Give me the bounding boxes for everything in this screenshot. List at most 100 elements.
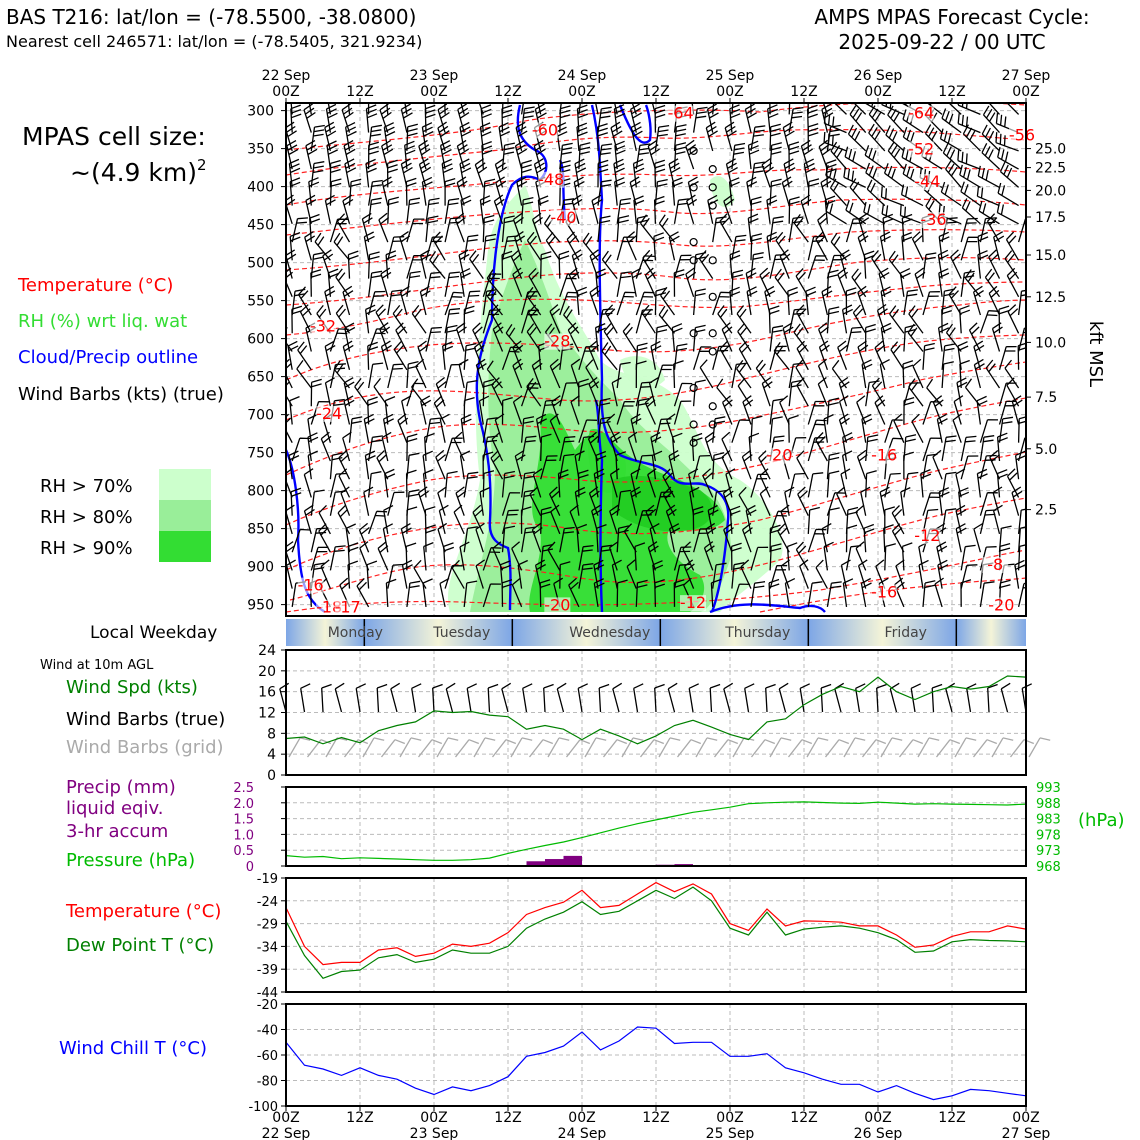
wind-barb — [348, 178, 362, 206]
wind-barb — [818, 340, 830, 371]
wind-barb — [433, 395, 446, 425]
calm-wind-circle — [708, 165, 717, 174]
wind-barb — [879, 359, 890, 389]
wind-barb — [780, 559, 790, 589]
wind-barb — [738, 486, 752, 517]
wind-barb — [673, 563, 691, 589]
wind-barb — [1011, 395, 1023, 425]
wind-barb — [630, 468, 641, 498]
wind-barb — [342, 340, 354, 370]
precip-bar — [563, 855, 582, 866]
wind-barb — [576, 523, 588, 553]
wind-barb — [972, 739, 998, 758]
wind-barb — [736, 360, 752, 389]
pressure-tick-label: 983 — [1036, 813, 1061, 828]
wind-barb — [422, 578, 433, 607]
wind-barb — [750, 546, 769, 571]
wind-barb — [779, 395, 790, 425]
wind-barb — [750, 252, 764, 279]
wind-tick-label: 24 — [258, 643, 276, 659]
wind-barb — [836, 486, 848, 516]
wind-barb — [901, 542, 913, 571]
wind-barb — [710, 578, 722, 607]
bottom-day-label: 24 Sep — [558, 1126, 607, 1140]
wind-barb — [821, 285, 833, 316]
wind-barb — [444, 271, 460, 297]
wind-barb — [418, 139, 431, 170]
wind-barb — [793, 214, 809, 243]
wind-barb — [807, 472, 824, 498]
wind-barb — [825, 165, 847, 188]
temp-label-bg — [544, 597, 571, 614]
wind-barb — [626, 231, 637, 261]
calm-wind-circle — [708, 183, 717, 192]
wind-barb — [329, 178, 342, 206]
wind-barb — [842, 432, 854, 462]
wind-barb — [857, 340, 869, 371]
wind-barb — [501, 579, 513, 607]
wind-tick-label: 20 — [258, 664, 276, 680]
wind-barb — [633, 683, 644, 713]
wind-barb — [401, 559, 413, 589]
wind-barb — [604, 304, 618, 334]
wind-barb — [782, 121, 795, 152]
wind-barb — [676, 739, 702, 758]
legend-rh70-swatch — [159, 469, 211, 500]
wind-barb — [987, 683, 998, 713]
wind-barb — [614, 177, 626, 206]
wind-barb — [520, 416, 535, 443]
wind-barb — [597, 544, 613, 571]
wind-barb — [571, 249, 583, 279]
wind-barb — [460, 414, 472, 443]
temp-contour-label: -44 — [914, 172, 940, 191]
wind-barb — [654, 578, 666, 607]
wind-barb — [856, 449, 868, 480]
wind-barb — [627, 431, 638, 462]
temperature-line — [285, 881, 1027, 966]
wind-barb — [475, 358, 487, 389]
top-day-label: 27 Sep — [1002, 68, 1051, 84]
wind-barb — [1017, 544, 1026, 571]
wind-barb — [491, 431, 504, 462]
wind-barb — [865, 470, 877, 498]
wind-barb — [956, 377, 968, 407]
wind-barb — [978, 200, 1000, 225]
wind-barb — [318, 504, 331, 535]
wind-barb — [419, 285, 431, 316]
temp-contour-label: -16 — [871, 446, 897, 465]
wind-barb — [576, 122, 588, 151]
wind-barb — [444, 470, 458, 498]
wind-barb — [632, 158, 645, 188]
temp-contour-1 — [286, 129, 1026, 176]
bottom-day-label: 22 Sep — [262, 1126, 311, 1140]
wind-barb — [778, 682, 789, 713]
wind-barb — [482, 583, 502, 608]
wind-barb — [960, 435, 977, 462]
wind-barb — [692, 324, 706, 352]
wind-barb — [932, 449, 943, 480]
wind-barb — [490, 450, 504, 480]
wind-barb — [286, 140, 299, 170]
wind-barb — [286, 559, 296, 589]
wind-barb — [821, 523, 832, 553]
dew-label: Dew Point T (°C) — [66, 935, 214, 956]
wind-barb — [991, 322, 1003, 352]
wind-barb — [750, 581, 766, 607]
wind-barb — [616, 271, 632, 297]
wind-barb — [364, 304, 376, 334]
wind-barb — [324, 285, 336, 316]
wind-barb — [606, 413, 618, 443]
wind-barb — [290, 487, 302, 516]
wind-barb — [597, 215, 611, 243]
wind-barb — [825, 201, 847, 225]
pressure-tick-label: 850 — [247, 522, 274, 538]
wind-barb — [405, 177, 417, 206]
wind-barb — [329, 218, 349, 243]
wind-barb — [324, 377, 335, 407]
wind-barb — [381, 176, 393, 206]
wind-barb — [347, 250, 359, 279]
wind-barb — [367, 471, 382, 498]
calm-wind-circle — [708, 329, 717, 338]
wind-barb — [320, 559, 331, 589]
